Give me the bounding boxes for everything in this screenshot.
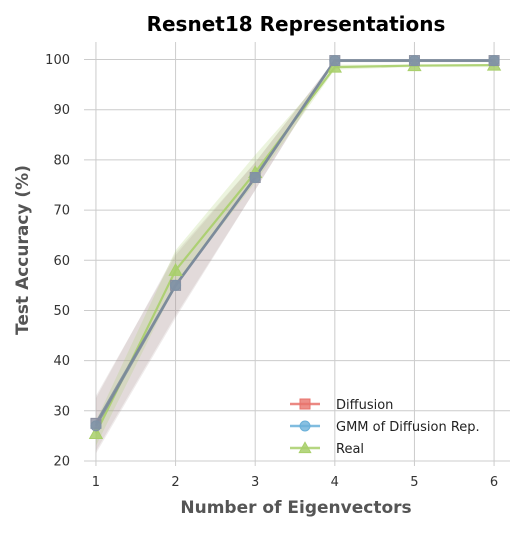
series-point xyxy=(90,420,102,432)
chart-title: Resnet18 Representations xyxy=(147,12,446,36)
x-tick-label: 2 xyxy=(171,475,179,490)
confidence-bands xyxy=(95,59,495,454)
series-point xyxy=(170,279,182,291)
x-tick-label: 1 xyxy=(92,475,100,490)
series-line xyxy=(94,59,495,427)
series-point xyxy=(329,55,341,67)
y-tick-label: 90 xyxy=(53,103,70,118)
series-point xyxy=(408,55,420,67)
y-axis-ticks: 20 30 40 50 60 70 80 90 100 xyxy=(45,53,70,469)
series-point xyxy=(88,426,104,439)
y-tick-label: 60 xyxy=(53,254,70,269)
y-tick-label: 70 xyxy=(53,204,70,219)
series-point xyxy=(299,398,311,410)
series-point xyxy=(327,59,342,73)
x-tick-label: 4 xyxy=(331,475,339,490)
legend-label: Real xyxy=(336,442,364,457)
y-tick-label: 100 xyxy=(45,53,70,68)
x-axis-ticks: 1 2 3 4 5 6 xyxy=(92,475,498,490)
grid xyxy=(84,42,510,466)
series-point xyxy=(299,420,311,432)
legend: Diffusion GMM of Diffusion Rep. Real xyxy=(290,398,480,457)
x-axis-label: Number of Eigenvectors xyxy=(180,498,411,518)
confidence-band xyxy=(95,64,495,446)
series-lines xyxy=(94,59,495,434)
series-point xyxy=(298,441,312,454)
x-tick-label: 3 xyxy=(251,475,259,490)
confidence-band xyxy=(95,59,495,454)
x-tick-label: 5 xyxy=(410,475,418,490)
series-point xyxy=(168,262,183,276)
legend-label: Diffusion xyxy=(336,398,393,413)
y-axis-label: Test Accuracy (%) xyxy=(13,165,33,335)
y-tick-label: 30 xyxy=(53,404,70,419)
y-tick-label: 80 xyxy=(53,153,70,168)
series-point xyxy=(488,55,500,67)
y-tick-label: 40 xyxy=(53,354,70,369)
y-tick-label: 20 xyxy=(53,454,70,469)
series-point xyxy=(249,171,261,183)
x-tick-label: 6 xyxy=(490,475,498,490)
y-tick-label: 50 xyxy=(53,304,70,319)
confidence-band xyxy=(95,59,495,451)
legend-label: GMM of Diffusion Rep. xyxy=(336,420,480,435)
series-markers xyxy=(88,55,502,439)
